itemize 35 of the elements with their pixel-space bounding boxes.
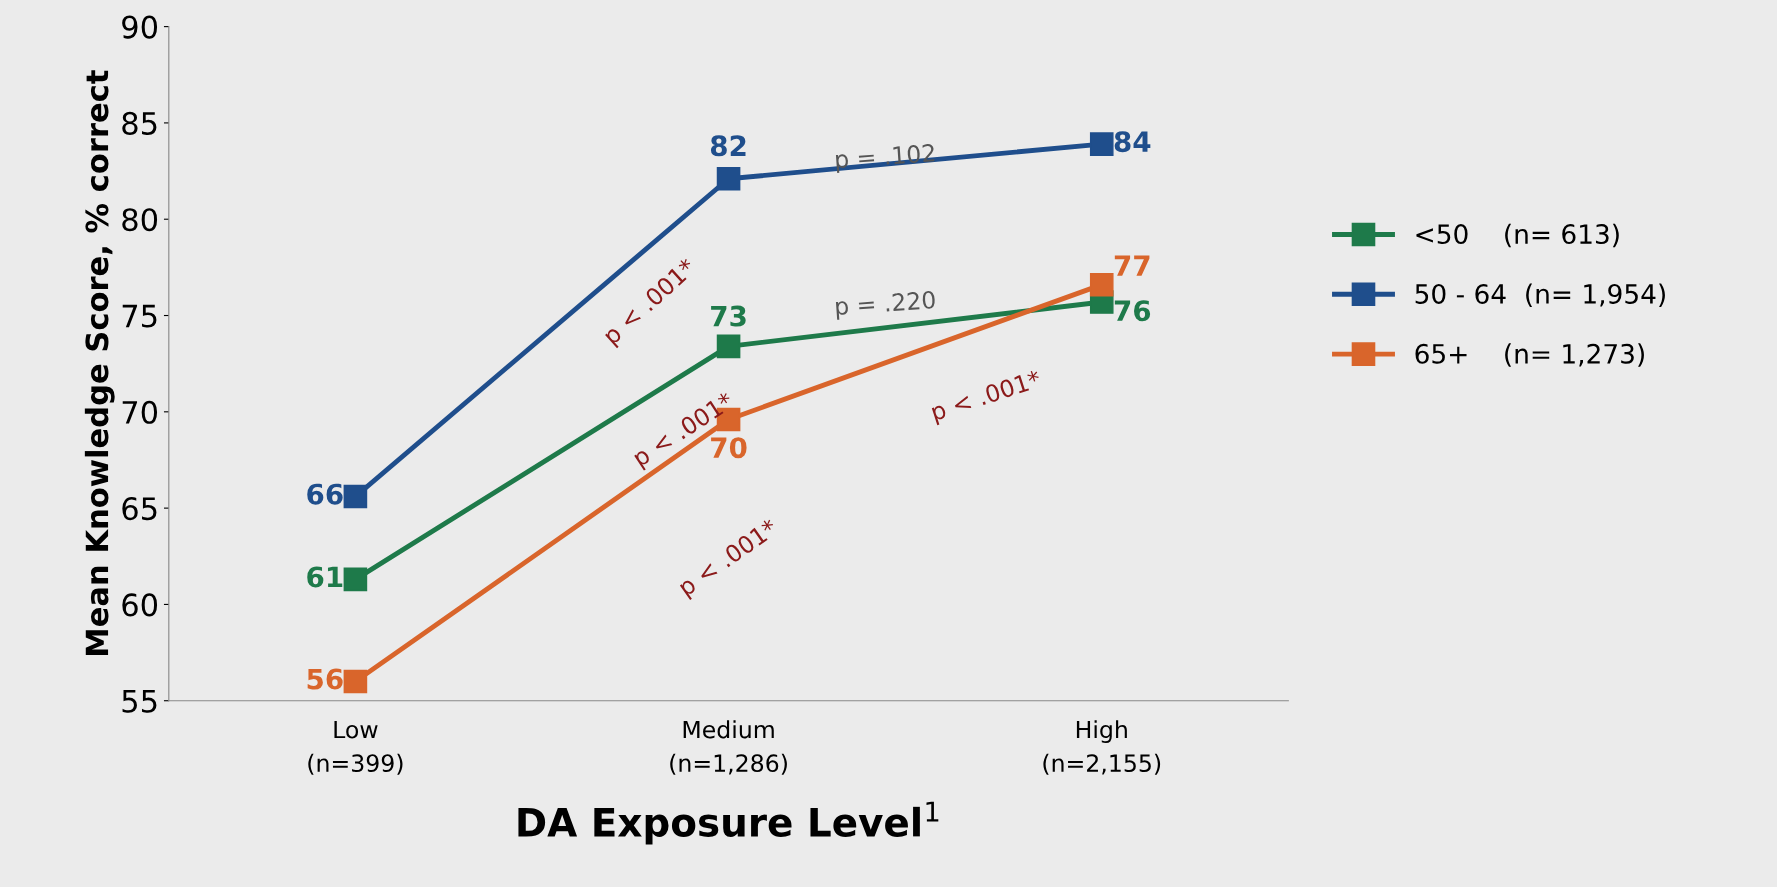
data-label: 84 xyxy=(1114,131,1151,153)
y-tick-label: 70 xyxy=(122,400,158,424)
annotation: p < .001* xyxy=(930,369,1044,426)
data-label: 73 xyxy=(711,305,746,327)
y-tick-label: 90 xyxy=(122,15,158,39)
point xyxy=(1089,272,1114,297)
x-tick-label: Low (n=399) xyxy=(308,720,403,775)
point xyxy=(343,567,368,592)
y-tick-label: 80 xyxy=(122,208,158,232)
data-label: 76 xyxy=(1114,300,1151,322)
point xyxy=(716,334,741,359)
data-label: 82 xyxy=(710,135,746,157)
data-label: 61 xyxy=(307,566,343,588)
y-tick-label: 75 xyxy=(122,304,157,328)
y-axis-title: Mean Knowledge Score, % correct xyxy=(84,70,115,655)
point xyxy=(1089,132,1114,156)
y-tick-label: 55 xyxy=(122,690,157,713)
legend-label: <50 (n= 613) xyxy=(1416,223,1619,248)
point xyxy=(343,669,368,694)
annotation: p = .102 xyxy=(835,143,935,173)
x-tick-label: Medium (n=1,286) xyxy=(670,720,787,775)
legend-label: 50 - 64 (n= 1,954) xyxy=(1415,283,1665,308)
legend-label: 65+ (n= 1,273) xyxy=(1415,343,1644,367)
data-label: 56 xyxy=(307,668,343,690)
point xyxy=(343,484,368,509)
y-tick-label: 60 xyxy=(122,593,158,617)
y-tick-label: 85 xyxy=(122,111,157,135)
annotation: p = .220 xyxy=(835,290,936,320)
data-label: 70 xyxy=(711,437,747,459)
x-axis-title: DA Exposure Level$^{1}$ xyxy=(518,801,939,845)
y-tick-label: 65 xyxy=(122,497,157,521)
data-label: 77 xyxy=(1114,255,1150,276)
point xyxy=(716,166,741,191)
data-label: 66 xyxy=(307,483,343,505)
x-tick-label: High (n=2,155) xyxy=(1043,720,1161,775)
